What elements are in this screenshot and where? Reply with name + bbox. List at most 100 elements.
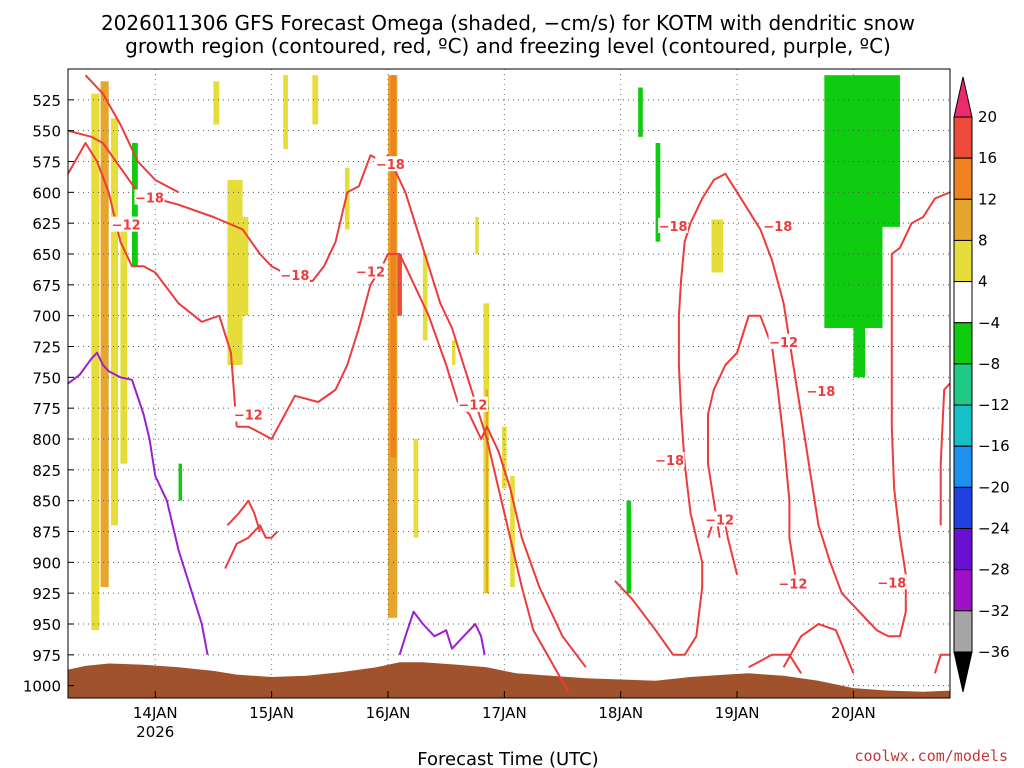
contour-labels: −18 −12 −18 −12 −18 −12 −12 −18 −18 −12 −18 −18 −12 −…	[111, 156, 907, 593]
contour-label-bg-3	[355, 263, 386, 279]
terrain-fill	[68, 662, 950, 698]
colorbar-label-1: 16	[978, 149, 997, 167]
y-tick-label-1: 550	[32, 123, 61, 141]
colorbar: 20 16 12 8 4 −4 −8 −12 −16 −20 −24 −28 −32 −36	[953, 76, 1010, 693]
omega-area-29	[882, 75, 900, 227]
plot-frame	[67, 68, 951, 699]
contour-line-9	[939, 382, 951, 526]
contour-label-bg-10	[805, 383, 836, 399]
colorbar-label-9: −20	[978, 478, 1010, 496]
omega-area-11	[344, 167, 350, 230]
x-tick-sublabel-0: 2026	[136, 723, 174, 741]
omega-area-20	[485, 389, 489, 594]
omega-area-8	[242, 217, 249, 316]
omega-area-13	[390, 75, 397, 458]
x-axis-title: Forecast Time (UTC)	[417, 749, 598, 768]
contour-label-0: −18	[135, 192, 164, 207]
contour-label-bg-7	[658, 217, 689, 233]
omega-area-24	[626, 500, 632, 594]
colorbar-swatch-3	[953, 198, 973, 241]
contour-label-11: −18	[655, 454, 684, 469]
y-tick-label-14: 875	[32, 524, 61, 542]
y-axis: 525 550 575 600 625 650 675 700 725 750 775 800 825 8…	[23, 92, 74, 696]
omega-area-0	[91, 93, 100, 631]
colorbar-bottom-arrow	[953, 651, 973, 693]
contour-label-bg-4	[375, 156, 406, 172]
colorbar-label-0: 20	[978, 108, 997, 126]
colorbar-swatch-9	[953, 445, 973, 488]
y-tick-label-11: 800	[32, 431, 61, 449]
contour-line-4	[224, 524, 279, 569]
omega-area-1	[100, 81, 109, 587]
colorbar-swatch-10	[953, 486, 973, 530]
colorbar-label-10: −24	[978, 520, 1010, 538]
omega-area-5	[178, 463, 183, 501]
colorbar-top-arrow	[953, 76, 973, 118]
contour-label-bg-1	[111, 216, 142, 232]
x-tick-label-5: 19JAN	[715, 704, 760, 722]
chart-title-line-1: 2026011306 GFS Forecast Omega (shaded, −…	[101, 11, 915, 35]
omega-area-14	[397, 254, 402, 316]
colorbar-swatch-12	[953, 569, 973, 612]
y-tick-label-7: 700	[32, 308, 61, 326]
contour-label-4: −18	[376, 158, 405, 173]
y-tick-label-17: 950	[32, 616, 61, 634]
y-tick-label-9: 750	[32, 369, 61, 387]
y-tick-label-15: 900	[32, 554, 61, 572]
colorbar-label-13: −36	[978, 643, 1010, 661]
omega-area-21	[502, 426, 507, 489]
contour-label-10: −18	[806, 385, 835, 400]
colorbar-swatch-1	[953, 116, 973, 159]
y-tick-label-8: 725	[32, 339, 61, 357]
x-tick-label-4: 18JAN	[598, 704, 643, 722]
contour-line-10	[782, 623, 855, 674]
colorbar-label-2: 12	[978, 190, 997, 208]
y-tick-label-12: 825	[32, 462, 61, 480]
contour-label-bg-13	[777, 575, 808, 591]
terrain-surface	[68, 662, 950, 698]
contour-line-12	[933, 653, 950, 674]
contour-label-3: −12	[356, 266, 385, 281]
colorbar-label-11: −28	[978, 561, 1010, 579]
omega-area-23	[638, 87, 643, 137]
y-tick-label-19: 1000	[23, 678, 61, 696]
colorbar-swatch-2	[953, 157, 973, 200]
y-tick-label-6: 675	[32, 277, 61, 295]
omega-area-7	[227, 180, 243, 365]
contour-line-3	[236, 253, 587, 668]
omega-area-2	[111, 118, 119, 526]
y-tick-label-4: 625	[32, 215, 61, 233]
colorbar-swatch-13	[953, 610, 973, 653]
omega-area-28	[853, 315, 866, 378]
x-tick-label-0: 14JAN	[133, 704, 178, 722]
contour-label-bg-6	[457, 396, 488, 412]
contour-line-11	[748, 653, 802, 674]
contour-line-0	[67, 129, 570, 693]
contour-label-bg-8	[762, 217, 793, 233]
x-tick-label-3: 17JAN	[482, 704, 527, 722]
contour-line-2	[67, 142, 238, 427]
chart-title-line-2: growth region (contoured, red, ºC) and f…	[125, 34, 891, 58]
colorbar-label-12: −32	[978, 602, 1010, 620]
omega-area-3	[120, 217, 128, 464]
contour-label-12: −12	[705, 513, 734, 528]
y-tick-label-16: 925	[32, 585, 61, 603]
colorbar-swatch-11	[953, 528, 973, 571]
contour-line-5	[226, 499, 261, 532]
colorbar-label-6: −8	[978, 355, 1000, 373]
contour-label-13: −12	[778, 578, 807, 593]
colorbar-swatch-4	[953, 239, 973, 283]
omega-area-27	[824, 75, 883, 329]
contour-label-14: −18	[877, 576, 906, 591]
colorbar-swatch-8	[953, 404, 973, 447]
omega-area-22	[510, 476, 515, 587]
omega-area-4	[131, 143, 138, 267]
y-tick-label-18: 975	[32, 647, 61, 665]
x-tick-label-6: 20JAN	[831, 704, 876, 722]
contour-label-bg-12	[704, 511, 735, 527]
contour-line-13	[67, 351, 209, 655]
omega-area-26	[711, 219, 724, 273]
y-tick-label-2: 575	[32, 154, 61, 172]
